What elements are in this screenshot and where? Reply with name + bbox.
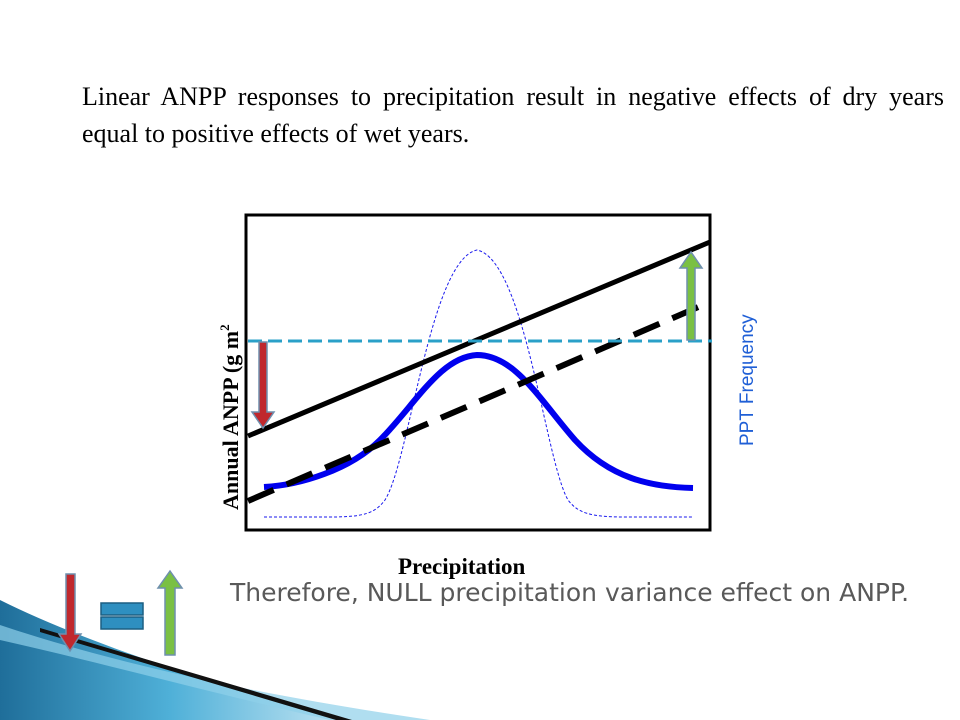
right-axis-label: PPT Frequency [737,314,758,446]
y-axis-label: Annual ANPP (g m2 [217,324,243,510]
solid-response-line [247,239,711,439]
decrease-arrow [250,341,276,430]
equals-sign [100,602,144,630]
conclusion-text: Therefore, NULL precipitation variance e… [230,578,910,607]
y-axis-superscript: 2 [217,324,232,331]
increase-arrow [678,250,704,341]
x-axis-label: Precipitation [398,554,526,579]
slide-text: Linear ANPP responses to precipitation r… [82,82,944,148]
plot-area [246,239,712,518]
precipitation-frequency-curve [263,351,694,491]
bottom-decrease-arrow [57,573,83,653]
bottom-increase-arrow [156,569,184,656]
narrow-distribution-curve [264,249,693,518]
